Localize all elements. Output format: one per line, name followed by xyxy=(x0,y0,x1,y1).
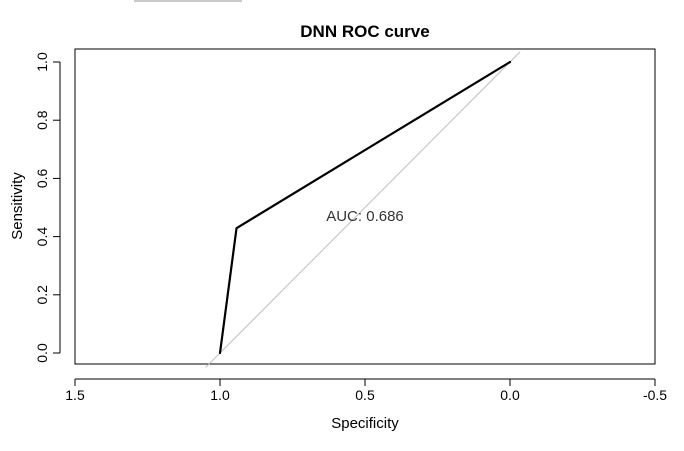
x-tick-label: -0.5 xyxy=(643,387,667,403)
x-tick-label: 1.5 xyxy=(65,387,85,403)
auc-annotation: AUC: 0.686 xyxy=(326,208,404,225)
y-tick-label: 0.6 xyxy=(34,168,50,188)
x-tick-label: 1.0 xyxy=(210,387,230,403)
y-axis: 0.0 0.2 0.4 0.6 0.8 1.0 xyxy=(34,52,61,363)
y-tick-label: 0.0 xyxy=(34,343,50,363)
chart-title: DNN ROC curve xyxy=(300,22,429,41)
x-axis: 1.5 1.0 0.5 0.0 -0.5 xyxy=(65,378,667,403)
x-axis-label: Specificity xyxy=(331,415,399,432)
y-tick-label: 1.0 xyxy=(34,52,50,72)
x-tick-label: 0.0 xyxy=(500,387,520,403)
y-axis-label: Sensitivity xyxy=(9,172,26,240)
y-tick-label: 0.8 xyxy=(34,110,50,130)
roc-curve-line xyxy=(218,60,512,355)
y-tick-label: 0.2 xyxy=(34,285,50,305)
plot-area xyxy=(74,48,656,365)
reference-diagonal xyxy=(205,51,521,368)
y-tick-label: 0.4 xyxy=(34,227,50,247)
x-tick-label: 0.5 xyxy=(355,387,375,403)
plot-layer: AUC: 0.686 xyxy=(205,51,521,368)
